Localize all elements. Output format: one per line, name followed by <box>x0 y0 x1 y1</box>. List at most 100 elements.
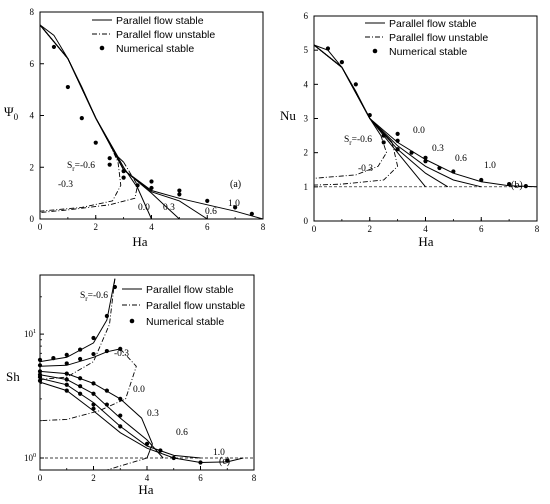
numerical-point <box>395 131 400 136</box>
numerical-point <box>104 388 109 393</box>
x-tick-label: 2 <box>94 222 99 232</box>
y-axis-label: Nu <box>280 108 296 123</box>
series-unstable-sr--0.3 <box>39 161 139 213</box>
series-stable-sr--0.6 <box>39 278 116 363</box>
series-stable-sr-1 <box>39 24 264 220</box>
numerical-point <box>479 177 484 183</box>
numerical-point <box>325 46 331 51</box>
x-axis-label: Ha <box>138 482 153 497</box>
numerical-point <box>37 357 43 362</box>
numerical-point <box>233 205 238 210</box>
numerical-point <box>353 82 358 87</box>
numerical-point <box>78 356 83 362</box>
x-axis-label: Ha <box>418 234 433 249</box>
x-tick-label: 6 <box>479 224 484 234</box>
legend: Parallel flow stable Parallel flow unsta… <box>92 15 215 55</box>
legend: Parallel flow stable Parallel flow unsta… <box>365 18 488 58</box>
numerical-point <box>205 198 210 203</box>
numerical-point <box>64 388 69 393</box>
numerical-point <box>91 351 96 357</box>
numerical-point <box>91 402 96 407</box>
series-unstable-sr--0.3 <box>39 348 137 422</box>
numerical-point <box>78 391 83 396</box>
numerical-point <box>91 335 96 341</box>
x-tick-label: 4 <box>149 222 154 232</box>
curve-label-0.3: 0.3 <box>163 203 175 213</box>
numerical-point <box>118 346 123 351</box>
numerical-point <box>198 460 203 465</box>
curve-label-0.0: 0.0 <box>413 126 425 136</box>
numerical-point <box>91 391 96 396</box>
numerical-point <box>177 192 182 197</box>
numerical-point <box>451 169 456 174</box>
panel-b: 0 2 4 6 8 0 1 2 3 4 5 6 Parallel flow stable Parall… <box>280 11 540 249</box>
numerical-point <box>118 413 123 418</box>
curve-label-0.6: 0.6 <box>176 428 188 438</box>
curve-label-0.3: 0.3 <box>147 409 159 419</box>
y-tick-label: 4 <box>304 79 309 89</box>
y-tick-label: 1 <box>304 182 309 192</box>
numerical-point <box>158 448 163 453</box>
series-stable-sr-0.3 <box>313 44 449 188</box>
numerical-point <box>149 185 154 191</box>
panel-label: (a) <box>230 179 241 190</box>
legend-label-numerical: Numerical stable <box>389 46 467 58</box>
numerical-point <box>225 458 230 463</box>
y-tick-label: 8 <box>30 7 35 17</box>
series-stable-sr--0.3 <box>39 348 121 367</box>
numerical-point <box>381 140 386 145</box>
curve-label-0.6: 0.6 <box>205 207 217 217</box>
x-tick-label: 8 <box>535 224 540 234</box>
numerical-point <box>523 184 528 189</box>
legend-marker <box>372 48 378 54</box>
series-unstable-sr--0.3 <box>313 142 399 186</box>
series-unstable-sr-0 <box>40 457 148 471</box>
panel-c: 0 2 4 6 8 100 101 Parallel flow stable Paralle… <box>6 274 257 497</box>
y-tick-label: 2 <box>304 148 309 158</box>
y-tick-label: 101 <box>24 328 36 339</box>
numerical-point <box>104 313 109 319</box>
numerical-point <box>51 44 57 50</box>
series-stable-sr-1 <box>39 381 244 464</box>
y-tick-label: 0 <box>304 216 309 226</box>
numerical-point <box>37 363 43 368</box>
y-tick-label: 6 <box>30 59 35 69</box>
numerical-point <box>64 361 69 366</box>
numerical-point <box>104 402 109 407</box>
numerical-point <box>112 284 117 290</box>
numerical-point <box>149 179 154 184</box>
numerical-point <box>37 378 43 383</box>
numerical-point <box>104 348 109 354</box>
legend-label-stable: Parallel flow stable <box>389 18 477 30</box>
y-axis-label: Ψ0 <box>4 104 19 122</box>
numerical-point <box>64 377 69 382</box>
y-axis-label: Sh <box>6 369 20 384</box>
numerical-point <box>64 371 69 376</box>
panel-label: (b) <box>511 180 523 191</box>
x-axis-label: Ha <box>132 234 147 249</box>
curve-label-0.0: 0.0 <box>138 203 150 213</box>
series-unstable-sr--0.6 <box>39 143 122 212</box>
curve-label-neg0.3: -0.3 <box>114 349 129 359</box>
curve-label-1.0: 1.0 <box>213 448 225 458</box>
x-tick-label: 2 <box>91 473 96 483</box>
numerical-point <box>79 115 84 121</box>
curve-label-1.0: 1.0 <box>484 161 496 171</box>
numerical-point <box>249 211 254 216</box>
numerical-point <box>118 396 123 401</box>
panel-a: 0 2 4 6 8 0 2 4 6 8 Parallel flow stable Parallel… <box>4 7 266 249</box>
numerical-point <box>64 352 69 357</box>
x-tick-label: 8 <box>261 222 266 232</box>
numerical-point <box>107 162 112 167</box>
numerical-point <box>78 384 83 389</box>
y-tick-label: 0 <box>30 214 35 224</box>
curve-label-0.6: 0.6 <box>455 154 467 164</box>
panel-label: (c) <box>219 456 230 467</box>
numerical-point <box>51 356 56 361</box>
numerical-point <box>171 455 176 461</box>
y-tick-label: 2 <box>30 162 35 172</box>
curve-label-neg0.3: -0.3 <box>358 164 373 174</box>
curve-label-1.0: 1.0 <box>228 199 240 209</box>
series-unstable-sr--0.6 <box>313 135 387 179</box>
